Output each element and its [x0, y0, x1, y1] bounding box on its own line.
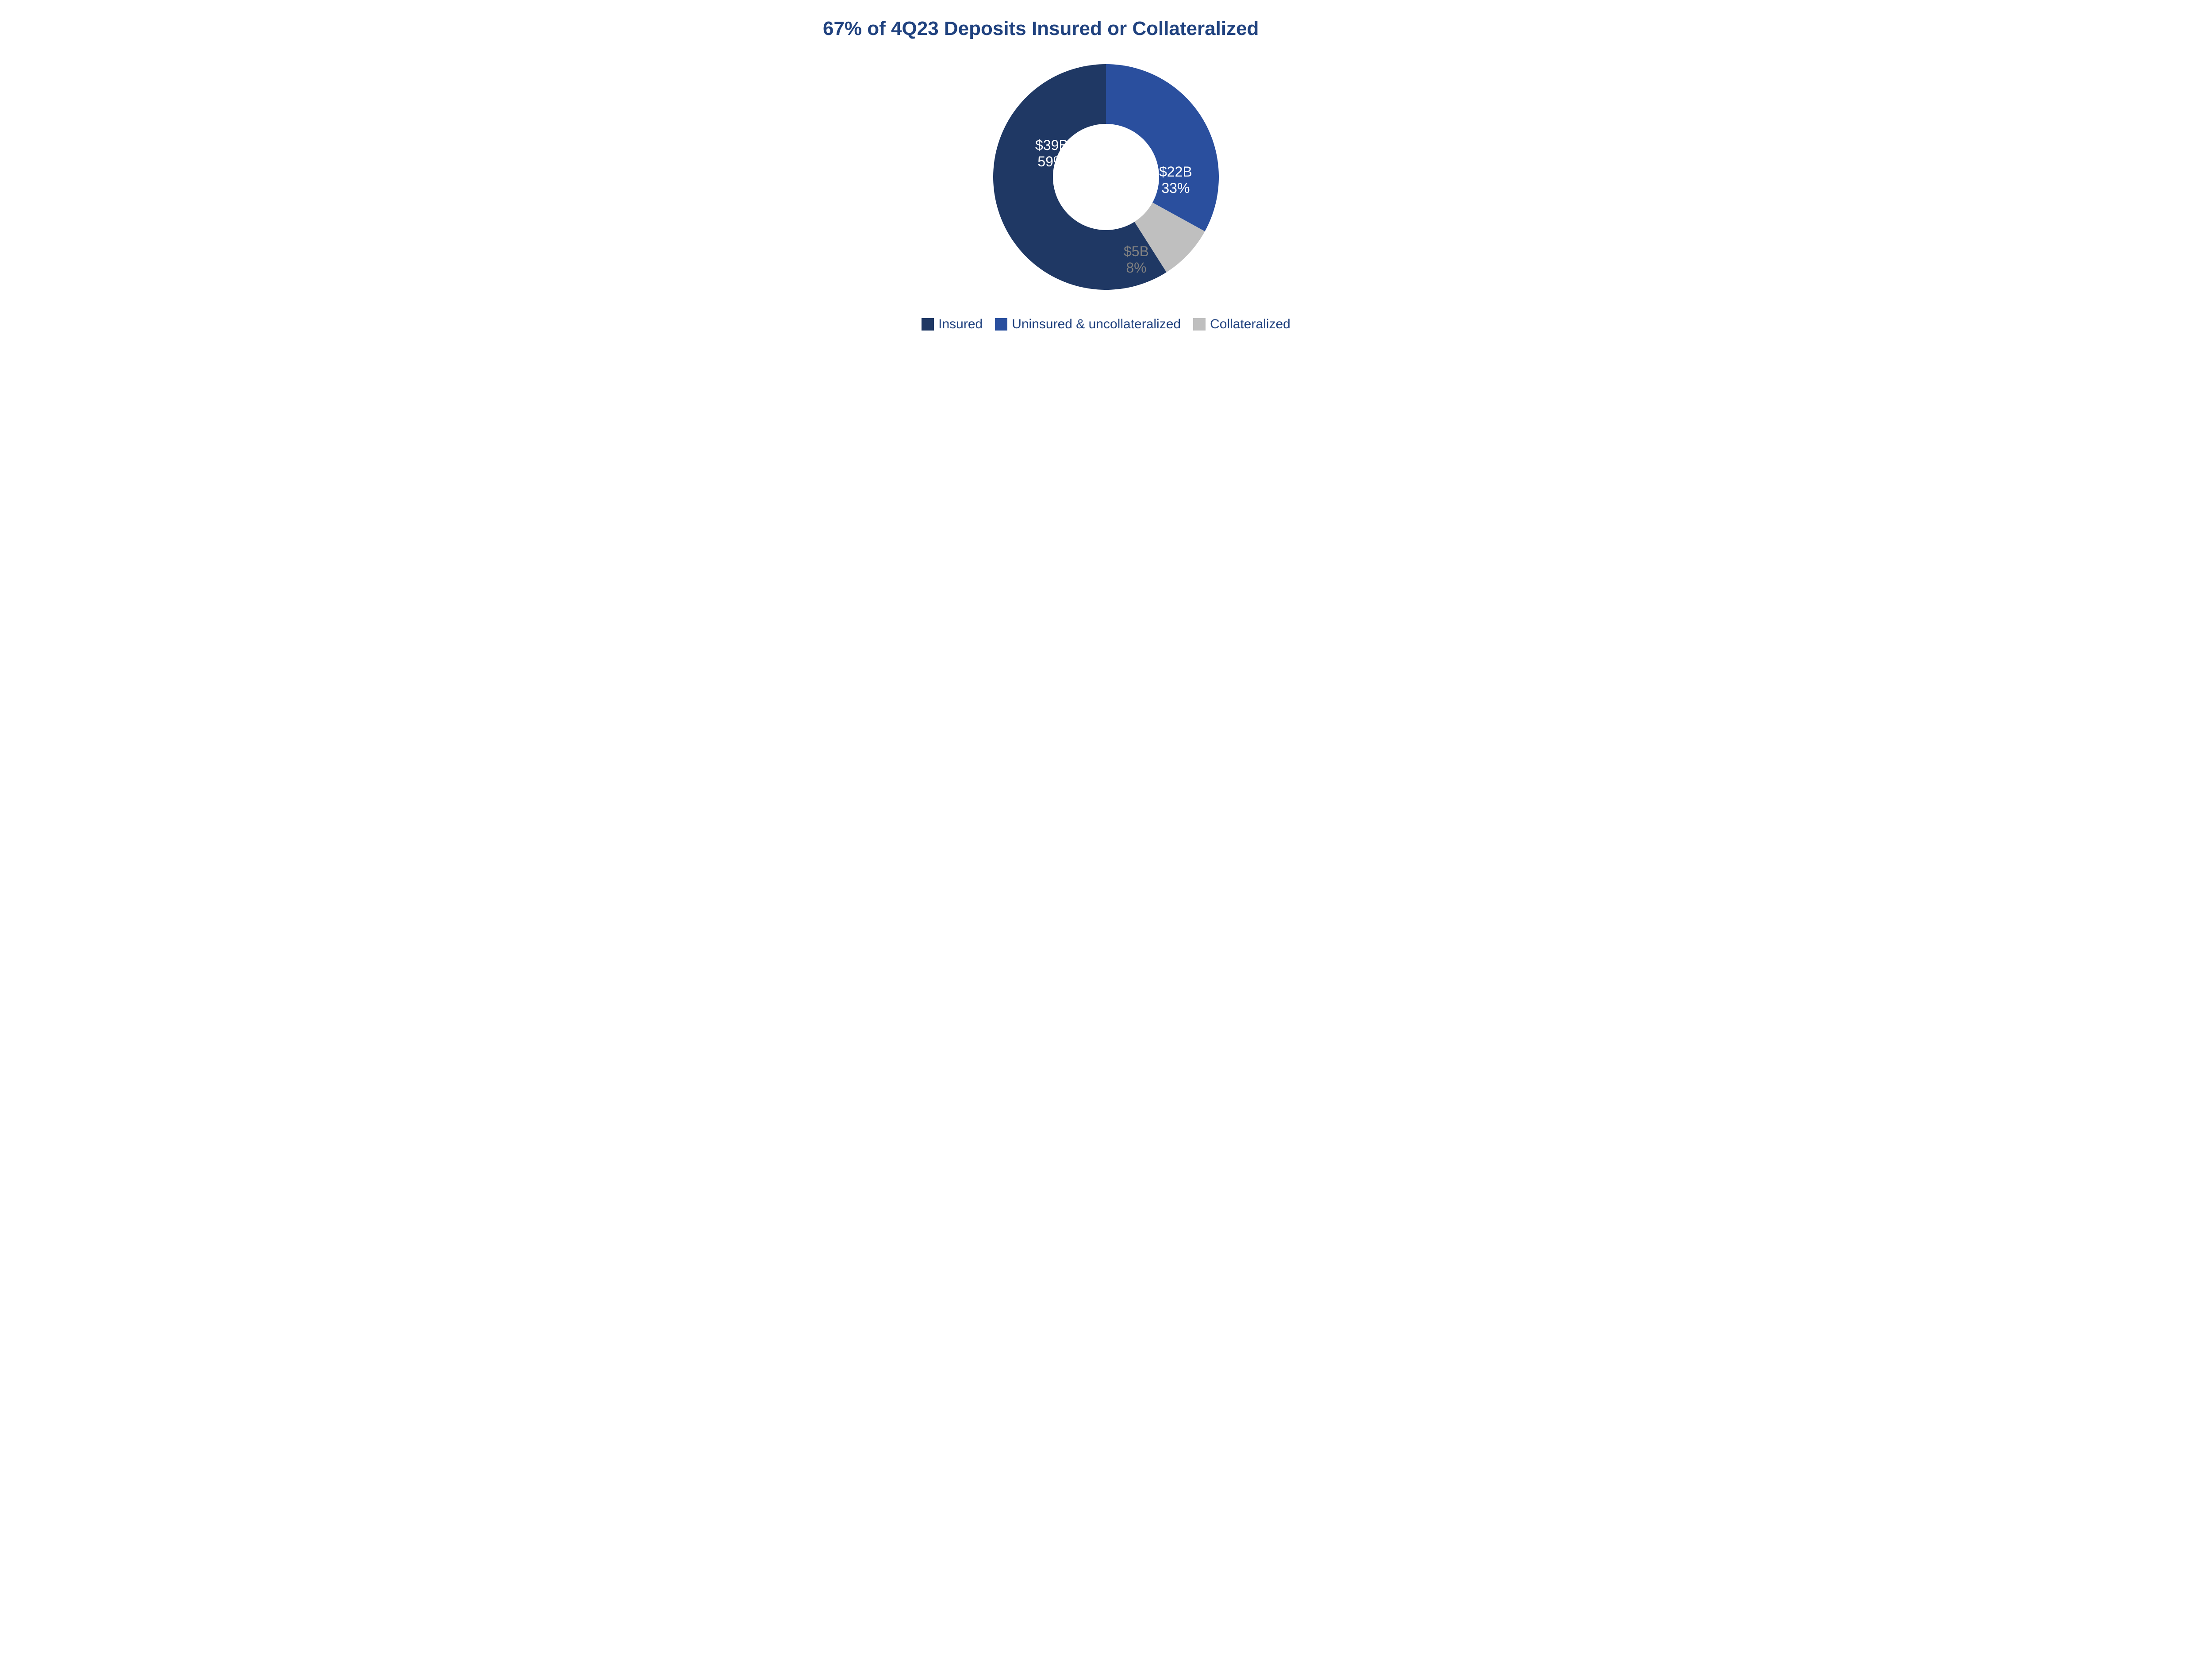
donut-chart: $22B33% $5B8% $39B59% [982, 53, 1230, 301]
slice-percent-insured: 59% [1035, 154, 1068, 170]
page-root: 67% of 4Q23 Deposits Insured or Collater… [796, 0, 1416, 358]
legend-label: Insured [938, 317, 983, 332]
chart-area: $22B33% $5B8% $39B59% [823, 53, 1389, 301]
legend-item: Insured [922, 317, 983, 332]
legend-label: Uninsured & uncollateralized [1012, 317, 1181, 332]
slice-amount-collateralized: $5B [1124, 243, 1149, 260]
legend-item: Collateralized [1193, 317, 1290, 332]
legend-item: Uninsured & uncollateralized [995, 317, 1181, 332]
legend-label: Collateralized [1210, 317, 1290, 332]
slice-amount-uninsured: $22B [1159, 164, 1192, 180]
slice-label-uninsured: $22B33% [1159, 164, 1192, 196]
slice-label-collateralized: $5B8% [1124, 243, 1149, 276]
legend-swatch [922, 318, 934, 331]
legend-swatch [995, 318, 1007, 331]
donut-hole [1053, 124, 1159, 230]
chart-title: 67% of 4Q23 Deposits Insured or Collater… [823, 18, 1389, 40]
legend-swatch [1193, 318, 1206, 331]
slice-percent-uninsured: 33% [1159, 180, 1192, 196]
slice-amount-insured: $39B [1035, 137, 1068, 154]
slice-percent-collateralized: 8% [1124, 260, 1149, 276]
legend: Insured Uninsured & uncollateralized Colla… [823, 317, 1389, 332]
donut-svg [982, 53, 1230, 301]
slice-label-insured: $39B59% [1035, 137, 1068, 170]
